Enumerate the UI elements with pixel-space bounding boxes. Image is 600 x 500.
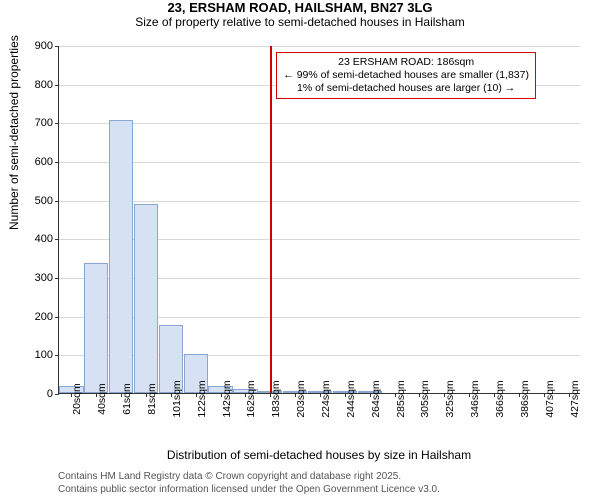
gridline bbox=[59, 201, 580, 202]
x-tick-mark bbox=[221, 393, 222, 397]
chart-subtitle: Size of property relative to semi-detach… bbox=[0, 15, 600, 29]
x-tick-mark bbox=[544, 393, 545, 397]
x-tick-label: 203sqm bbox=[295, 380, 307, 417]
x-tick-label: 244sqm bbox=[345, 380, 357, 417]
x-tick-mark bbox=[245, 393, 246, 397]
annotation-line: 23 ERSHAM ROAD: 186sqm bbox=[283, 56, 529, 69]
x-tick-mark bbox=[146, 393, 147, 397]
x-tick-mark bbox=[121, 393, 122, 397]
y-tick-label: 900 bbox=[35, 40, 53, 52]
chart-title: 23, ERSHAM ROAD, HAILSHAM, BN27 3LG bbox=[0, 0, 600, 15]
y-tick-mark bbox=[55, 123, 59, 124]
y-tick-mark bbox=[55, 317, 59, 318]
x-tick-label: 61sqm bbox=[121, 383, 133, 415]
y-tick-label: 800 bbox=[35, 79, 53, 91]
y-tick-label: 700 bbox=[35, 117, 53, 129]
histogram-bar bbox=[109, 120, 133, 393]
x-tick-label: 386sqm bbox=[519, 380, 531, 417]
x-tick-label: 427sqm bbox=[569, 380, 581, 417]
x-tick-mark bbox=[320, 393, 321, 397]
x-tick-mark bbox=[419, 393, 420, 397]
gridline bbox=[59, 123, 580, 124]
x-tick-mark bbox=[569, 393, 570, 397]
x-tick-label: 162sqm bbox=[245, 380, 257, 417]
x-tick-label: 142sqm bbox=[221, 380, 233, 417]
gridline bbox=[59, 46, 580, 47]
x-axis-label: Distribution of semi-detached houses by … bbox=[58, 448, 580, 462]
x-tick-label: 366sqm bbox=[494, 380, 506, 417]
gridline bbox=[59, 162, 580, 163]
y-tick-mark bbox=[55, 85, 59, 86]
annotation-box: 23 ERSHAM ROAD: 186sqm← 99% of semi-deta… bbox=[276, 52, 536, 99]
x-tick-mark bbox=[370, 393, 371, 397]
x-tick-mark bbox=[96, 393, 97, 397]
y-tick-mark bbox=[55, 162, 59, 163]
x-tick-mark bbox=[395, 393, 396, 397]
y-tick-mark bbox=[55, 278, 59, 279]
x-tick-label: 264sqm bbox=[370, 380, 382, 417]
x-tick-mark bbox=[494, 393, 495, 397]
annotation-line: ← 99% of semi-detached houses are smalle… bbox=[283, 69, 529, 82]
y-tick-label: 0 bbox=[47, 388, 53, 400]
y-tick-label: 300 bbox=[35, 272, 53, 284]
histogram-bar bbox=[84, 263, 108, 393]
y-tick-label: 100 bbox=[35, 349, 53, 361]
y-tick-label: 500 bbox=[35, 195, 53, 207]
x-tick-mark bbox=[171, 393, 172, 397]
x-tick-label: 346sqm bbox=[469, 380, 481, 417]
x-tick-label: 20sqm bbox=[71, 383, 83, 415]
annotation-line: 1% of semi-detached houses are larger (1… bbox=[283, 82, 529, 95]
footer-line-1: Contains HM Land Registry data © Crown c… bbox=[58, 470, 440, 483]
y-tick-label: 200 bbox=[35, 311, 53, 323]
x-tick-label: 81sqm bbox=[146, 383, 158, 415]
x-tick-mark bbox=[444, 393, 445, 397]
x-tick-mark bbox=[196, 393, 197, 397]
x-tick-label: 325sqm bbox=[444, 380, 456, 417]
y-tick-mark bbox=[55, 355, 59, 356]
property-size-chart: 23, ERSHAM ROAD, HAILSHAM, BN27 3LG Size… bbox=[0, 0, 600, 500]
x-tick-label: 122sqm bbox=[196, 380, 208, 417]
y-axis-label: Number of semi-detached properties bbox=[7, 210, 21, 230]
x-tick-mark bbox=[469, 393, 470, 397]
x-tick-label: 285sqm bbox=[395, 380, 407, 417]
plot-area: 010020030040050060070080090020sqm40sqm61… bbox=[58, 46, 580, 394]
y-tick-mark bbox=[55, 394, 59, 395]
y-tick-label: 400 bbox=[35, 233, 53, 245]
y-tick-label: 600 bbox=[35, 156, 53, 168]
x-tick-label: 40sqm bbox=[96, 383, 108, 415]
y-tick-mark bbox=[55, 46, 59, 47]
x-tick-label: 305sqm bbox=[419, 380, 431, 417]
x-tick-mark bbox=[270, 393, 271, 397]
x-tick-mark bbox=[519, 393, 520, 397]
histogram-bar bbox=[134, 204, 158, 393]
footer-line-2: Contains public sector information licen… bbox=[58, 483, 440, 496]
x-tick-mark bbox=[71, 393, 72, 397]
y-tick-mark bbox=[55, 201, 59, 202]
y-tick-mark bbox=[55, 239, 59, 240]
x-tick-label: 407sqm bbox=[544, 380, 556, 417]
x-tick-mark bbox=[295, 393, 296, 397]
x-tick-mark bbox=[345, 393, 346, 397]
reference-line bbox=[270, 46, 272, 393]
x-tick-label: 101sqm bbox=[171, 380, 183, 417]
chart-footer: Contains HM Land Registry data © Crown c… bbox=[58, 470, 440, 496]
x-tick-label: 224sqm bbox=[320, 380, 332, 417]
